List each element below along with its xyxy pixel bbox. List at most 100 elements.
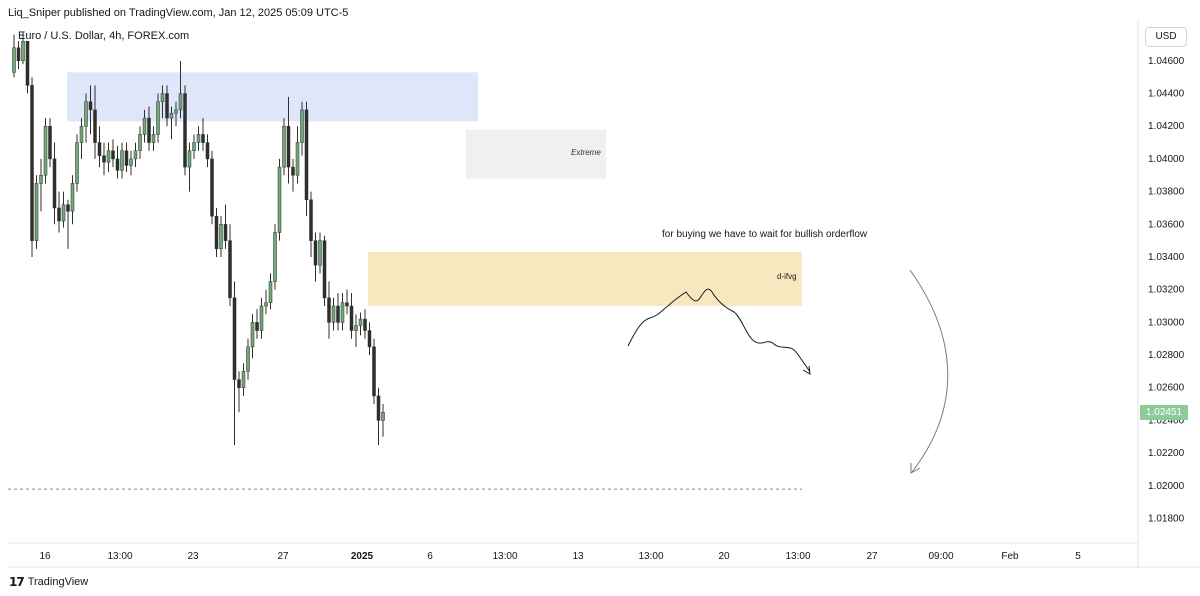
currency-button[interactable]: USD [1145, 27, 1187, 47]
candle[interactable] [178, 60, 183, 119]
candle[interactable] [363, 309, 367, 339]
candle[interactable] [34, 175, 39, 249]
candle[interactable] [345, 289, 349, 315]
candle[interactable] [70, 175, 75, 225]
candle[interactable] [84, 93, 88, 143]
candle[interactable] [304, 101, 309, 217]
symbol-title[interactable]: Euro / U.S. Dollar, 4h, FOREX.com [18, 30, 190, 42]
candle[interactable] [102, 142, 106, 176]
candle[interactable] [165, 85, 169, 127]
candle[interactable] [277, 158, 282, 241]
y-tick-label: 1.03800 [1148, 187, 1185, 198]
candle[interactable] [255, 309, 259, 339]
tradingview-logo[interactable]: 17 TradingView [9, 575, 88, 589]
candle[interactable] [43, 118, 48, 184]
x-tick-label: 27 [866, 551, 878, 562]
candle[interactable] [25, 40, 30, 94]
candle[interactable] [133, 142, 138, 168]
candle[interactable] [183, 85, 187, 176]
candle[interactable] [291, 158, 295, 192]
candle[interactable] [349, 292, 354, 339]
candle[interactable] [21, 31, 25, 65]
supply-zone[interactable] [67, 72, 478, 122]
candle[interactable] [111, 139, 115, 168]
d-ifvg-zone[interactable] [368, 252, 802, 307]
candle-body [201, 134, 205, 143]
candle[interactable] [75, 134, 79, 192]
candle[interactable] [120, 142, 124, 179]
candle[interactable] [12, 34, 16, 78]
candle[interactable] [237, 371, 241, 413]
candle[interactable] [66, 199, 70, 249]
candle[interactable] [30, 77, 34, 257]
candle[interactable] [201, 118, 205, 151]
candle[interactable] [268, 273, 273, 310]
candle[interactable] [93, 85, 97, 159]
candle[interactable] [124, 142, 129, 172]
candle[interactable] [129, 150, 133, 176]
candle[interactable] [57, 191, 61, 233]
candle-body [133, 150, 138, 160]
candle[interactable] [88, 85, 93, 135]
candle[interactable] [156, 93, 160, 143]
candle[interactable] [336, 292, 340, 331]
candle[interactable] [340, 292, 345, 331]
candle[interactable] [52, 142, 57, 225]
candle[interactable] [106, 142, 111, 172]
candle[interactable] [160, 85, 165, 119]
candle[interactable] [250, 314, 255, 359]
candle[interactable] [223, 204, 228, 249]
candle[interactable] [205, 134, 210, 168]
candle[interactable] [322, 235, 327, 307]
candle[interactable] [169, 106, 174, 140]
candle[interactable] [273, 224, 277, 290]
candle[interactable] [219, 216, 223, 257]
candle[interactable] [97, 126, 102, 168]
candle-body [381, 412, 385, 421]
candle[interactable] [300, 101, 304, 156]
candle-body [115, 158, 120, 171]
candle[interactable] [16, 41, 21, 70]
candle[interactable] [318, 232, 322, 274]
candle[interactable] [48, 118, 52, 168]
candle[interactable] [232, 281, 237, 445]
candle[interactable] [381, 404, 385, 437]
candle[interactable] [151, 126, 156, 151]
candle[interactable] [61, 191, 66, 228]
candle[interactable] [187, 142, 192, 192]
candle[interactable] [174, 101, 178, 127]
candle[interactable] [147, 106, 151, 151]
candle[interactable] [282, 118, 286, 176]
candle[interactable] [313, 232, 318, 282]
candle[interactable] [39, 158, 43, 212]
candle[interactable] [295, 126, 300, 184]
candle[interactable] [214, 207, 219, 257]
candle[interactable] [246, 338, 250, 380]
candle[interactable] [331, 297, 336, 331]
candle-body [138, 134, 142, 151]
extreme-zone[interactable] [466, 129, 606, 179]
candle[interactable] [309, 191, 313, 257]
candle[interactable] [259, 297, 264, 339]
candle[interactable] [142, 109, 147, 143]
candle[interactable] [210, 150, 214, 225]
candle[interactable] [115, 145, 120, 179]
y-tick-label: 1.04000 [1148, 154, 1185, 165]
candle[interactable] [196, 126, 201, 151]
candle[interactable] [228, 224, 232, 307]
candle[interactable] [327, 281, 331, 339]
candle[interactable] [354, 314, 358, 347]
y-tick-label: 1.02800 [1148, 350, 1185, 361]
candle[interactable] [192, 134, 196, 159]
candle[interactable] [358, 312, 363, 336]
candle[interactable] [376, 387, 381, 445]
candle[interactable] [264, 289, 268, 315]
candle[interactable] [367, 322, 372, 356]
candle[interactable] [138, 126, 142, 159]
candle[interactable] [79, 118, 84, 159]
x-tick-label: 13:00 [785, 551, 810, 562]
candle[interactable] [372, 338, 376, 405]
candle[interactable] [286, 96, 291, 184]
candle[interactable] [241, 363, 246, 396]
